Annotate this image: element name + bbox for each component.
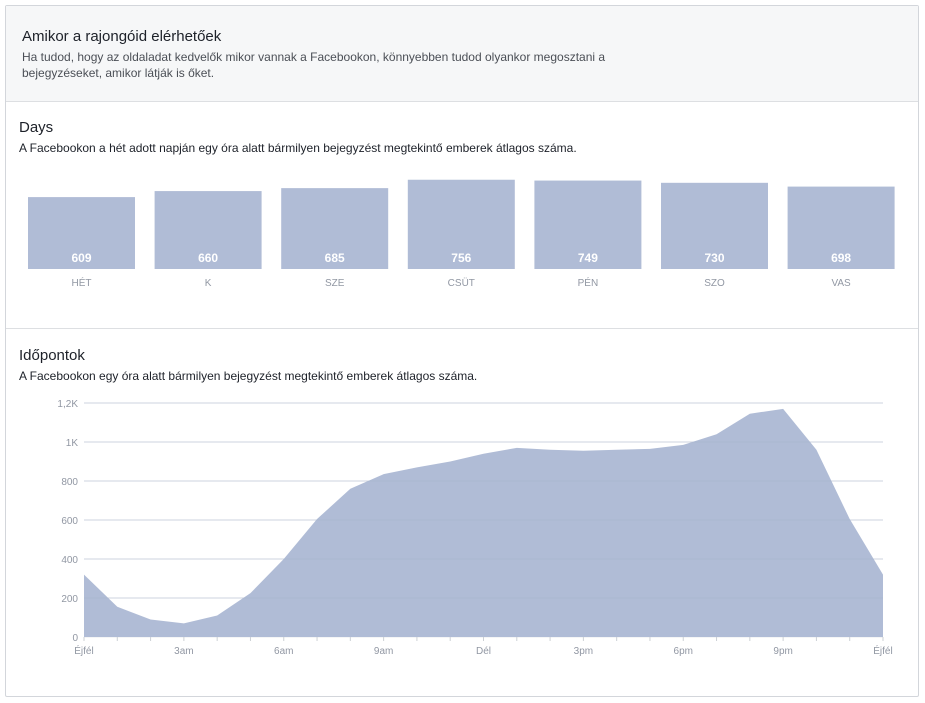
day-bar-value: 698	[831, 251, 851, 265]
day-bar-value: 685	[325, 251, 345, 265]
day-label: K	[205, 278, 212, 289]
day-bar-value: 730	[704, 251, 724, 265]
day-bar[interactable]	[534, 180, 642, 269]
day-bar[interactable]	[28, 197, 135, 269]
card-description: Ha tudod, hogy az oldaladat kedvelők mik…	[22, 50, 606, 80]
y-tick-label: 400	[61, 555, 78, 566]
y-tick-label: 800	[61, 477, 78, 488]
day-bar-value: 749	[578, 251, 598, 265]
y-tick-label: 200	[61, 594, 78, 605]
x-tick-label: Éjfél	[74, 644, 93, 657]
day-bar[interactable]	[407, 179, 515, 269]
days-title: Days	[19, 119, 54, 136]
y-tick-label: 1,2K	[57, 399, 78, 410]
area-series[interactable]	[84, 408, 883, 637]
card-title: Amikor a rajongóid elérhetőek	[22, 28, 222, 45]
day-label: PÉN	[578, 276, 599, 289]
y-tick-label: 1K	[66, 438, 79, 449]
days-bar-chart: 609 HÉT 660 K 685 SZE 756 CSÜT 749 PÉN 730 SZO 698 VA…	[28, 179, 895, 289]
section-divider	[6, 328, 918, 329]
audience-online-card: Amikor a rajongóid elérhetőek Ha tudod, …	[5, 5, 919, 697]
y-tick-label: 0	[72, 633, 78, 644]
x-tick-label: 9pm	[773, 646, 792, 657]
day-label: HÉT	[72, 276, 92, 289]
times-title: Időpontok	[19, 347, 85, 364]
day-label: VAS	[831, 278, 851, 289]
times-subtitle: A Facebookon egy óra alatt bármilyen bej…	[19, 369, 478, 383]
day-bar[interactable]	[661, 182, 768, 269]
day-bar[interactable]	[787, 186, 895, 269]
day-bar-value: 756	[451, 251, 471, 265]
day-bar[interactable]	[154, 191, 262, 269]
day-bar[interactable]	[281, 188, 389, 269]
x-tick-label: 3am	[174, 646, 193, 657]
x-tick-label: 3pm	[574, 646, 593, 657]
times-area-chart: 0 200 400 600 800 1K 1,2K Éjfél 3am 6am 9am Dél 3pm 6…	[57, 399, 892, 657]
day-label: CSÜT	[448, 277, 475, 289]
x-tick-label: 6am	[274, 646, 293, 657]
day-label: SZO	[704, 278, 725, 289]
day-label: SZE	[325, 278, 345, 289]
x-tick-label: 9am	[374, 646, 393, 657]
days-subtitle: A Facebookon a hét adott napján egy óra …	[19, 141, 577, 155]
day-bar-value: 660	[198, 251, 218, 265]
x-tick-label: Éjfél	[873, 644, 892, 657]
day-bar-value: 609	[71, 251, 91, 265]
y-tick-label: 600	[61, 516, 78, 527]
card-header: Amikor a rajongóid elérhetőek Ha tudod, …	[6, 6, 918, 102]
x-tick-label: Dél	[476, 646, 491, 657]
x-tick-label: 6pm	[674, 646, 693, 657]
